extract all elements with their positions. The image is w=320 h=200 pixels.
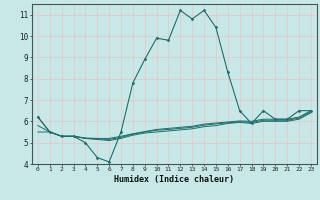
X-axis label: Humidex (Indice chaleur): Humidex (Indice chaleur) <box>115 175 234 184</box>
